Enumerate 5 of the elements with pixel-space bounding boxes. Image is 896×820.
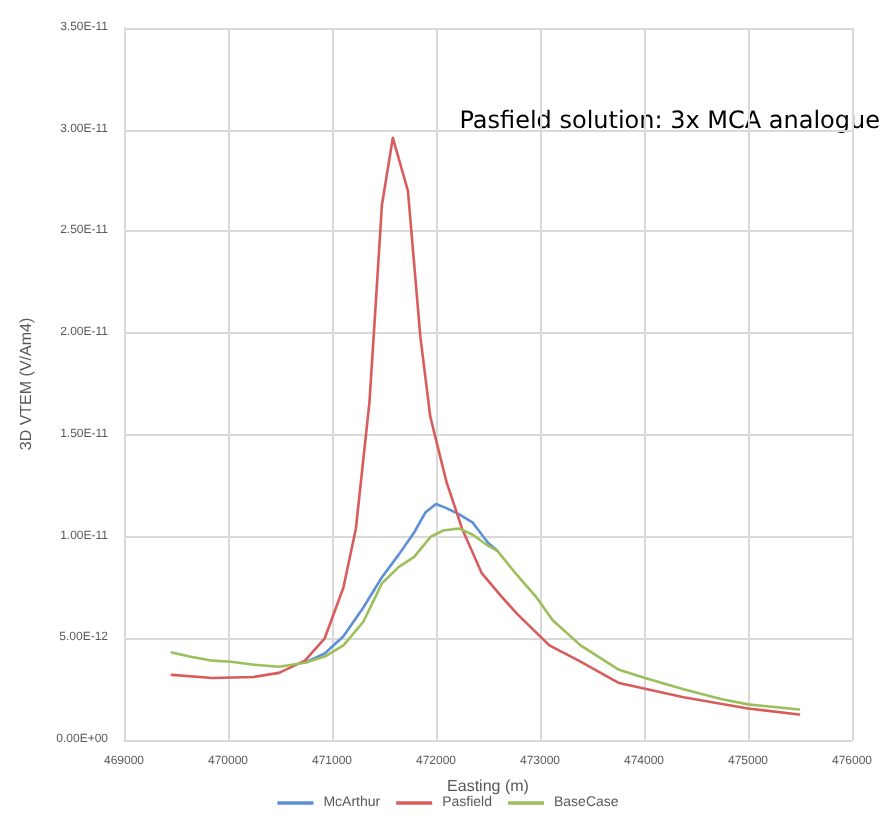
line-series	[303, 502, 499, 664]
x-axis-title: Easting (m)	[447, 776, 530, 795]
line-series	[170, 136, 801, 716]
line-series	[170, 527, 801, 711]
y-axis-title: 3D VTEM (V/Am4)	[17, 317, 36, 451]
